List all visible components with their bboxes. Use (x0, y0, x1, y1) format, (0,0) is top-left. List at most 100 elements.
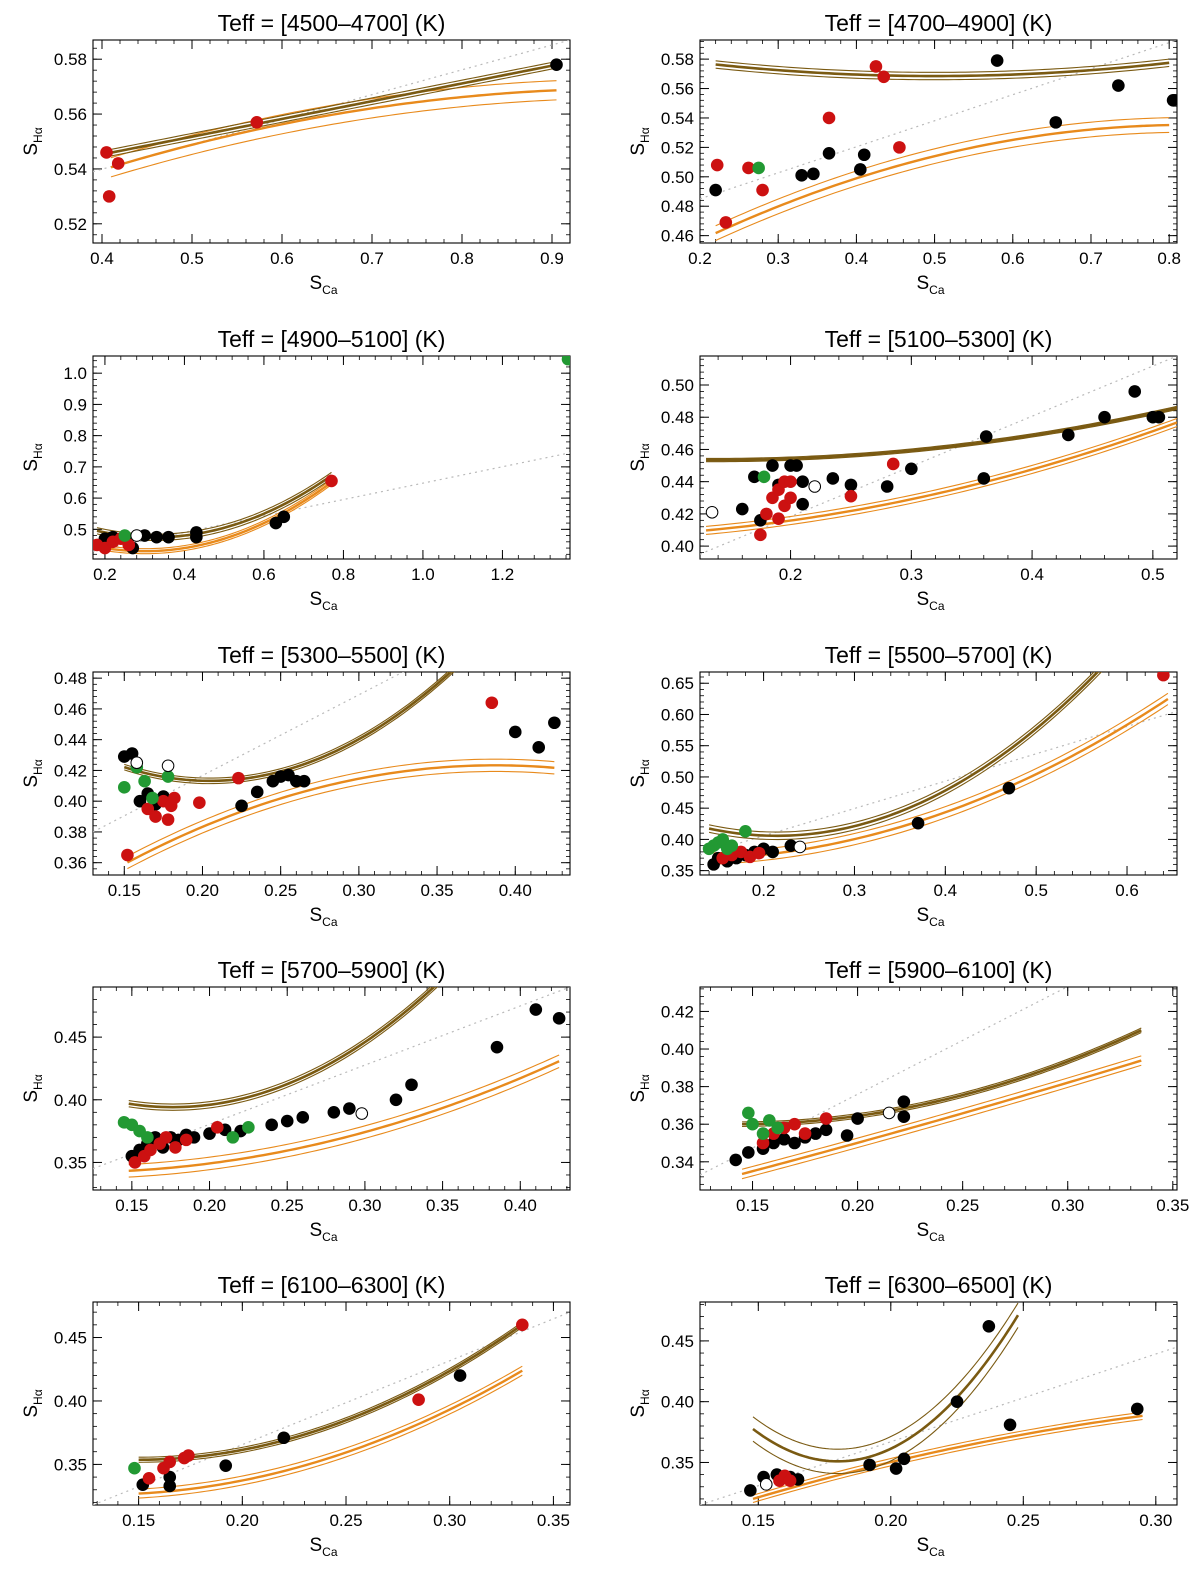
y-axis-label: SHα (21, 759, 45, 787)
red-point (232, 771, 245, 785)
y-axis-label: SHα (628, 1074, 652, 1102)
y-axis-label-sub: Hα (31, 759, 45, 775)
green-point (763, 1114, 776, 1127)
y-tick-label: 0.55 (661, 737, 694, 756)
y-tick-label: 0.44 (661, 473, 694, 492)
panel-title: Teff = [6100–6300] (K) (218, 1272, 446, 1298)
orange-fit-curve-center (110, 89, 557, 169)
black-point (819, 1123, 833, 1137)
red-point (822, 111, 836, 125)
panel-title: Teff = [5900–6100] (K) (825, 957, 1053, 983)
red-point (144, 1143, 157, 1157)
y-tick-label: 0.35 (661, 862, 694, 881)
x-axis-label: SCa (916, 589, 944, 613)
black-point (1166, 94, 1177, 107)
y-tick-label: 0.40 (661, 537, 694, 556)
y-axis-label: SHα (628, 127, 652, 155)
y-axis-label-sub: Hα (638, 1389, 652, 1405)
y-axis-label: SHα (628, 1389, 652, 1417)
x-axis-label: SCa (309, 905, 337, 929)
orange-fit-curve-lower (752, 1418, 1143, 1504)
black-point (490, 1040, 504, 1054)
dark-fit-curve-lower (706, 408, 1177, 463)
orange-fit-curve-upper (128, 1054, 560, 1166)
y-tick-label: 0.58 (54, 50, 87, 69)
plot-area (700, 987, 1142, 1180)
orange-fit-curve-upper (713, 692, 1169, 854)
x-axis-label: SCa (916, 1220, 944, 1244)
dark-fit-curve-center (123, 672, 453, 783)
x-tick-label: 0.5 (923, 249, 947, 268)
black-point (889, 1462, 903, 1475)
x-tick-label: 0.40 (499, 881, 532, 900)
green-point (118, 529, 132, 542)
black-point (552, 1012, 566, 1025)
panel-3: Teff = [4900–5100] (K) 0.2 0.4 0.6 0.8 1.0 1.2… (21, 326, 571, 613)
y-tick-label: 0.54 (54, 160, 87, 179)
dark-fit-curve-center (742, 1029, 1142, 1126)
y-tick-label: 0.35 (54, 1153, 87, 1172)
x-axis-label-sub: Ca (322, 1545, 338, 1559)
dark-fit-curve-center (715, 61, 1170, 78)
y-tick-label: 0.50 (661, 376, 694, 395)
red-point (798, 1127, 812, 1140)
black-point (327, 1106, 341, 1119)
dark-fit-curve-lower (110, 67, 557, 157)
dark-fit-curve-upper (752, 1302, 1019, 1450)
black-point (453, 1369, 467, 1382)
y-tick-label: 0.40 (54, 792, 87, 811)
red-point (142, 1472, 156, 1485)
black-point (857, 148, 871, 162)
panel-title: Teff = [5700–5900] (K) (218, 957, 446, 983)
orange-fit-curve-lower (128, 1066, 560, 1178)
x-tick-label: 0.6 (252, 565, 276, 584)
red-point (788, 1117, 801, 1131)
x-tick-label: 0.30 (342, 881, 375, 900)
y-tick-label: 0.38 (661, 1078, 694, 1097)
red-point (168, 791, 181, 805)
x-axis-label-main: S (309, 1535, 322, 1556)
dark-fit-curve-upper (110, 60, 557, 150)
y-tick-label: 0.45 (54, 1329, 87, 1348)
black-point (1152, 410, 1166, 424)
x-tick-label: 1.2 (491, 565, 515, 584)
y-tick-label: 0.9 (63, 395, 87, 414)
black-point (1049, 116, 1063, 129)
plot-frame (92, 1301, 571, 1506)
green-point (117, 781, 131, 794)
y-tick-label: 0.42 (661, 1002, 694, 1021)
black-point (297, 774, 311, 788)
black-point (1112, 79, 1125, 92)
orange-fit-curve-center (126, 764, 555, 864)
orange-fit-curve-lower (713, 704, 1169, 865)
green-point (746, 1117, 759, 1131)
black-point (748, 470, 761, 484)
orange-fit-curve-upper (752, 1411, 1143, 1496)
x-tick-label: 1.0 (411, 565, 435, 584)
red-point (193, 796, 206, 810)
x-tick-label: 0.15 (122, 1511, 155, 1530)
x-tick-label: 0.3 (843, 881, 867, 900)
green-point (757, 470, 771, 484)
black-point (1002, 781, 1016, 795)
red-point (100, 146, 113, 159)
orange-fit-curve-lower (715, 131, 1170, 242)
orange-fit-curve-lower (96, 484, 332, 555)
red-point (772, 512, 785, 526)
black-point (863, 1458, 876, 1472)
x-axis-label: SCa (309, 1535, 337, 1559)
x-axis-label-main: S (309, 589, 322, 610)
dark-fit-curve-lower (742, 1032, 1142, 1127)
orange-fit-curve-lower (127, 770, 555, 870)
y-tick-label: 0.8 (63, 427, 87, 446)
red-point (719, 216, 733, 229)
open-point (355, 1107, 369, 1120)
dark-fit-curve-lower (124, 672, 455, 785)
y-axis-label-main: S (21, 1090, 42, 1103)
dark-fit-curve-upper (706, 405, 1177, 459)
y-tick-label: 1.0 (63, 364, 87, 383)
y-axis-label-main: S (628, 1405, 649, 1418)
orange-fit-curve-lower (705, 425, 1177, 536)
open-point (759, 1478, 773, 1491)
plot-frame (92, 39, 571, 244)
